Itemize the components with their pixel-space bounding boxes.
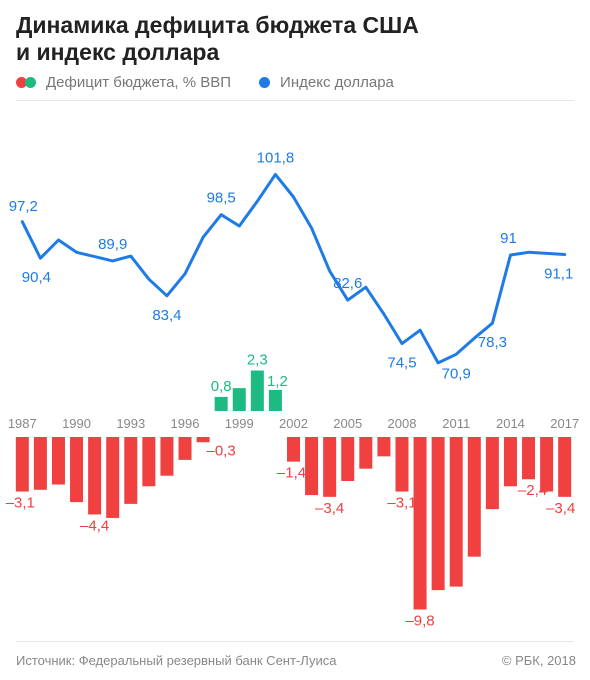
x-tick-2014: 2014 <box>496 416 525 431</box>
chart-title: Динамика дефицита бюджета США и индекс д… <box>16 12 576 66</box>
bar-label-2001: 1,2 <box>267 373 288 390</box>
bar-label-1997: –0,3 <box>206 442 235 459</box>
bar-1989 <box>51 437 65 485</box>
x-tick-2005: 2005 <box>333 416 362 431</box>
x-tick-2017: 2017 <box>550 416 579 431</box>
legend-dollar-swatch <box>259 76 271 88</box>
bar-2017 <box>558 437 572 497</box>
bar-2010 <box>431 437 445 591</box>
bar-2011 <box>449 437 463 587</box>
bar-label-1991: –4,4 <box>80 517 109 534</box>
bar-1994 <box>142 437 156 487</box>
bar-label-2002: –1,4 <box>277 465 306 482</box>
bar-2003 <box>305 437 319 496</box>
legend-red-dot <box>16 76 27 88</box>
bar-1988 <box>33 437 47 490</box>
legend-deficit-swatch <box>16 76 36 88</box>
dollar-index-line <box>20 172 567 365</box>
bar-1995 <box>160 437 174 476</box>
line-label-2008: 74,5 <box>387 355 416 372</box>
bar-1992 <box>106 437 120 518</box>
bar-2002 <box>287 437 300 462</box>
bottom-divider <box>16 641 574 642</box>
line-label-1995: 83,4 <box>152 307 181 324</box>
x-tick-2008: 2008 <box>388 416 417 431</box>
line-label-1998: 98,5 <box>207 190 236 207</box>
bar-1987 <box>15 437 29 492</box>
x-tick-2011: 2011 <box>442 416 470 431</box>
bar-label-2015: –2,4 <box>518 482 547 499</box>
top-divider <box>16 100 574 101</box>
line-label-2017: 91,1 <box>544 265 573 282</box>
bar-2005 <box>341 437 355 481</box>
bar-2000 <box>250 370 264 411</box>
bar-2004 <box>323 437 337 497</box>
bar-2012 <box>467 437 481 557</box>
bar-1991 <box>88 437 102 515</box>
bar-label-1998: 0,8 <box>211 378 232 395</box>
x-tick-1999: 1999 <box>225 416 254 431</box>
line-label-2014: 91 <box>500 230 517 247</box>
bar-1990 <box>70 437 84 503</box>
line-label-2011: 70,9 <box>442 365 471 382</box>
x-tick-1990: 1990 <box>62 416 91 431</box>
bar-label-2004: –3,4 <box>315 500 344 517</box>
bar-2009 <box>413 437 427 610</box>
bar-2014 <box>503 437 517 487</box>
x-tick-1996: 1996 <box>171 416 200 431</box>
x-tick-1993: 1993 <box>116 416 145 431</box>
title-line-1: Динамика дефицита бюджета США <box>16 12 419 38</box>
line-label-1992: 89,9 <box>98 236 127 253</box>
bar-1997 <box>196 437 210 443</box>
legend-label-dollar-index: Индекс доллара <box>280 73 394 91</box>
legend-item-dollar-index: Индекс доллара <box>259 74 394 91</box>
source-note: Источник: Федеральный резервный банк Сен… <box>16 653 337 668</box>
bar-1993 <box>124 437 138 504</box>
legend-item-deficit: Дефицит бюджета, % ВВП <box>16 74 231 91</box>
title-line-2: и индекс доллара <box>16 39 220 65</box>
bar-label-2008: –3,1 <box>387 495 416 512</box>
bar-2016 <box>540 437 554 492</box>
x-tick-2002: 2002 <box>279 416 308 431</box>
legend-label-deficit: Дефицит бюджета, % ВВП <box>46 73 232 91</box>
line-label-1987: 97,2 <box>9 198 38 215</box>
bar-label-1987: –3,1 <box>6 495 35 512</box>
legend-blue-dot <box>259 76 271 88</box>
bar-label-2009: –9,8 <box>405 612 434 629</box>
chart-area: 1987 1990 1993 1996 1999 2002 2005 2008 2011 2014… <box>6 149 579 629</box>
line-label-2001: 101,8 <box>257 149 295 166</box>
line-label-1988: 90,4 <box>22 269 51 286</box>
bar-2008 <box>395 437 409 492</box>
bar-2001 <box>268 389 282 411</box>
legend-green-dot <box>25 76 36 88</box>
legend: Дефицит бюджета, % ВВП Индекс доллара <box>16 72 422 92</box>
bar-2015 <box>522 437 536 480</box>
x-tick-1987: 1987 <box>8 416 37 431</box>
line-label-2013: 78,3 <box>478 334 507 351</box>
line-label-2005: 82,6 <box>333 275 362 292</box>
copyright: © РБК, 2018 <box>501 653 576 668</box>
bar-label-2017: –3,4 <box>546 500 575 517</box>
bar-2006 <box>359 437 373 469</box>
bar-2013 <box>485 437 499 510</box>
bar-label-2000: 2,3 <box>247 352 268 369</box>
bar-2007 <box>377 437 391 457</box>
bar-1996 <box>178 437 192 460</box>
bar-1998 <box>214 396 228 411</box>
bar-1999 <box>232 388 246 411</box>
